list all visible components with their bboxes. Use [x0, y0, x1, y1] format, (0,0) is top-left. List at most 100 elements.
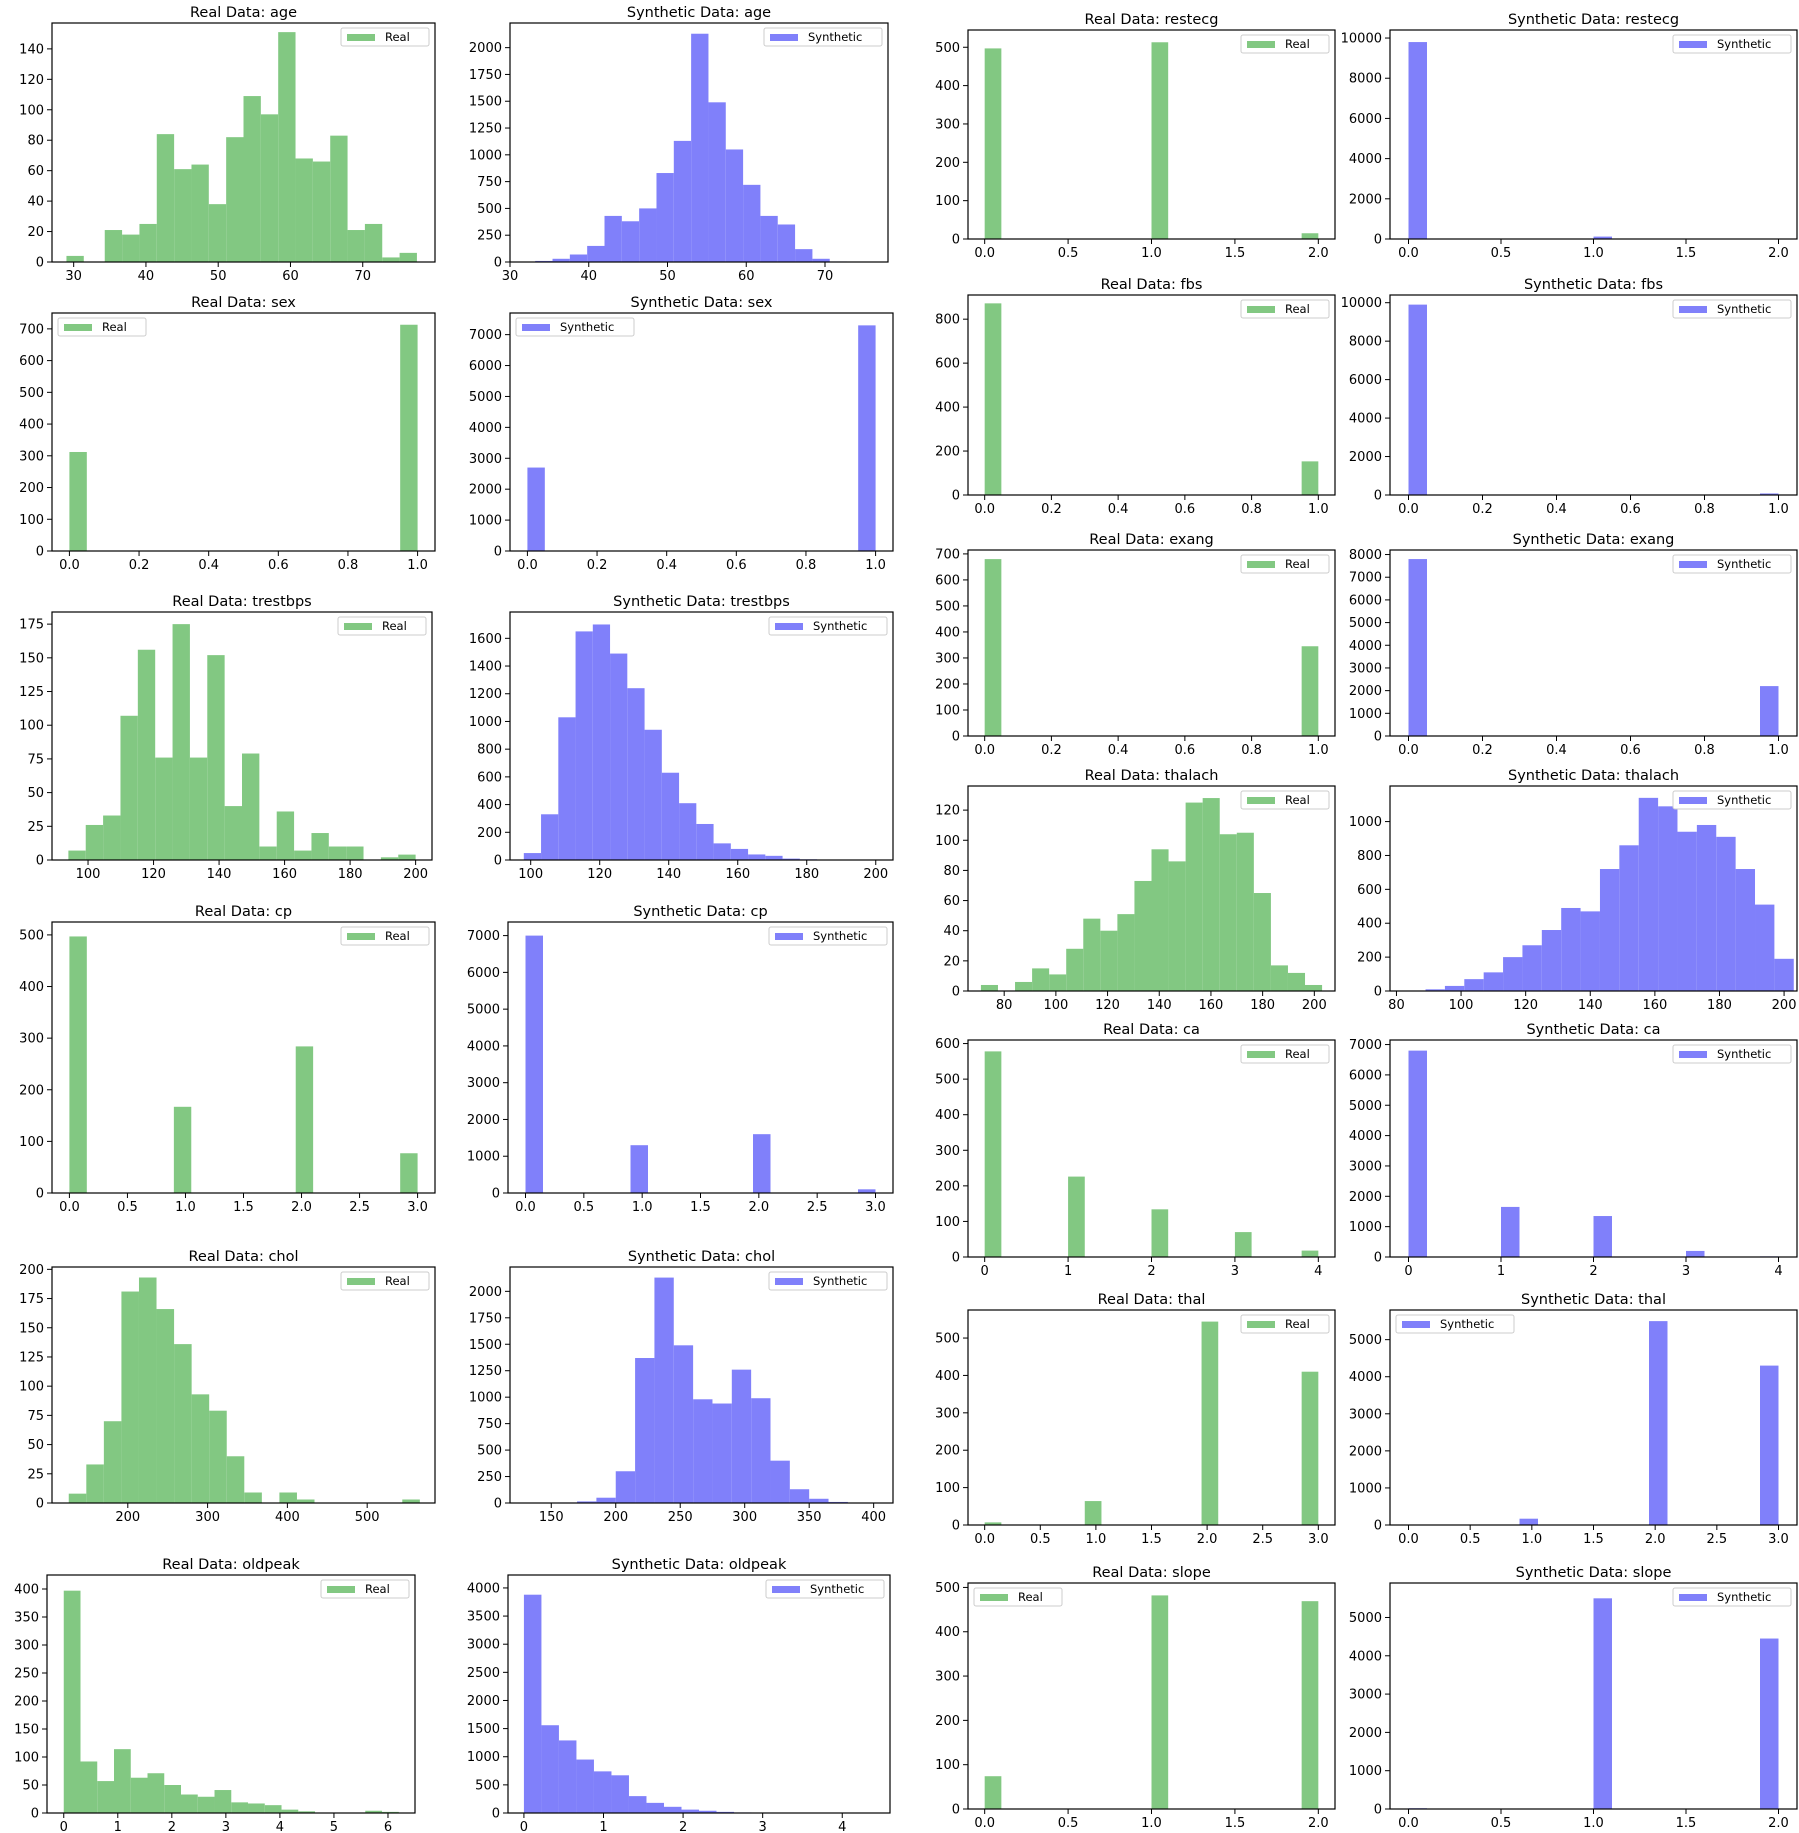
- legend-label: Synthetic: [810, 1582, 864, 1596]
- axes-frame: [1389, 785, 1798, 992]
- histogram-bar: [639, 208, 657, 262]
- y-tick-label: 3000: [1349, 661, 1382, 676]
- x-tick-label: 0.0: [974, 246, 995, 261]
- x-tick-label: 300: [732, 1510, 757, 1525]
- y-tick-label: 600: [935, 1037, 960, 1052]
- y-tick-label: 100: [935, 194, 960, 209]
- histogram-bar: [191, 164, 209, 262]
- chart-title: Real Data: trestbps: [172, 594, 311, 610]
- histogram-bar: [1408, 1050, 1427, 1257]
- x-tick-label: 1.0: [1141, 1816, 1162, 1831]
- histogram-bar: [402, 1499, 420, 1503]
- histogram-bar: [782, 858, 800, 860]
- chart-title: Synthetic Data: age: [627, 5, 771, 21]
- y-tick-label: 4000: [1349, 1129, 1382, 1144]
- legend-box: [768, 1271, 888, 1291]
- histogram-bar: [226, 137, 244, 262]
- y-tick-label: 7000: [469, 328, 502, 343]
- y-tick-label: 800: [935, 313, 960, 328]
- chart-title: Synthetic Data: cp: [633, 904, 767, 920]
- x-tick-label: 30: [65, 269, 82, 284]
- legend-box: [1240, 1044, 1330, 1064]
- axes-frame: [51, 1266, 436, 1504]
- y-tick-label: 200: [935, 445, 960, 460]
- y-tick-label: 500: [935, 1332, 960, 1347]
- histogram-bar: [68, 850, 86, 860]
- histogram-bar: [103, 815, 121, 860]
- histogram-bar: [644, 729, 662, 860]
- histogram-bar: [596, 1497, 616, 1503]
- histogram-bar: [593, 1771, 612, 1813]
- histogram-bar: [259, 846, 277, 860]
- x-tick-label: 1.5: [690, 1200, 711, 1215]
- histogram-bar: [1735, 869, 1756, 991]
- x-tick-label: 60: [282, 269, 299, 284]
- chart-title: Synthetic Data: thal: [1521, 1292, 1666, 1308]
- histogram-bar: [611, 1775, 629, 1813]
- chart-title: Synthetic Data: exang: [1513, 532, 1675, 548]
- legend-label: Real: [1285, 1047, 1310, 1061]
- histogram-bar: [523, 853, 542, 860]
- y-tick-label: 400: [935, 625, 960, 640]
- x-tick-label: 2.0: [291, 1200, 312, 1215]
- x-tick-label: 160: [1642, 998, 1667, 1013]
- histogram-bar: [751, 1398, 771, 1503]
- y-tick-label: 1000: [467, 1150, 500, 1165]
- histogram-bar: [858, 325, 876, 551]
- y-tick-label: 500: [19, 928, 44, 943]
- legend-label: Synthetic: [560, 320, 614, 334]
- x-tick-label: 120: [1095, 998, 1120, 1013]
- chart-title: Real Data: thal: [1098, 1292, 1206, 1308]
- x-tick-label: 200: [1302, 998, 1327, 1013]
- x-tick-label: 0.5: [1460, 1532, 1481, 1547]
- x-tick-label: 0.5: [1030, 1532, 1051, 1547]
- legend-swatch: [1247, 797, 1275, 804]
- x-tick-label: 0.0: [1398, 1816, 1419, 1831]
- chart-panel-synthetic-data-slope: 0.0 0.5 1.0 1.5 2.0 0 1000 2000 3000 4000 5000 Synt…: [1349, 1565, 1798, 1831]
- histogram-bar: [296, 1499, 315, 1503]
- legend-box: [973, 1587, 1063, 1607]
- histogram-bar: [1049, 974, 1067, 991]
- histogram-bar: [172, 624, 190, 860]
- x-tick-label: 200: [403, 867, 428, 882]
- y-tick-label: 6000: [1349, 373, 1382, 388]
- axes-frame: [46, 1574, 416, 1814]
- x-tick-label: 0.8: [338, 558, 359, 573]
- histogram-bar: [147, 1773, 165, 1813]
- y-tick-label: 800: [1357, 849, 1382, 864]
- chart-title: Real Data: restecg: [1085, 12, 1219, 28]
- x-tick-label: 70: [817, 269, 834, 284]
- histogram-bar: [365, 1810, 383, 1813]
- chart-title: Synthetic Data: slope: [1516, 1565, 1672, 1581]
- y-tick-label: 50: [27, 1438, 44, 1453]
- chart-title: Synthetic Data: chol: [628, 1249, 775, 1265]
- axes-frame: [1389, 1309, 1798, 1526]
- histogram-bar: [693, 1399, 713, 1503]
- y-tick-label: 200: [19, 1263, 44, 1278]
- chart-title: Synthetic Data: ca: [1526, 1022, 1660, 1038]
- y-tick-label: 0: [31, 1807, 39, 1822]
- chart-panel-real-data-sex: 0.0 0.2 0.4 0.6 0.8 1.0 0 100 200 300 400 500 600 700…: [19, 295, 436, 573]
- legend-swatch: [347, 933, 375, 940]
- legend-box: [1240, 554, 1330, 574]
- legend-label: Real: [1285, 1317, 1310, 1331]
- axes-frame: [507, 921, 894, 1194]
- x-tick-label: 0.2: [1041, 502, 1062, 517]
- histogram-bar: [858, 1189, 876, 1193]
- y-tick-label: 0: [952, 1803, 960, 1818]
- x-tick-label: 180: [338, 867, 363, 882]
- y-tick-label: 3000: [469, 452, 502, 467]
- x-tick-label: 2.0: [1768, 1816, 1789, 1831]
- y-tick-label: 1000: [1349, 815, 1382, 830]
- legend-box: [57, 317, 147, 337]
- y-tick-label: 1750: [469, 68, 502, 83]
- y-tick-label: 700: [935, 547, 960, 562]
- y-tick-label: 60: [943, 894, 960, 909]
- histogram-bar: [121, 1291, 139, 1503]
- x-tick-label: 0.0: [59, 1200, 80, 1215]
- x-tick-label: 2.5: [349, 1200, 370, 1215]
- y-tick-label: 4000: [1349, 639, 1382, 654]
- y-tick-label: 20: [27, 225, 44, 240]
- x-tick-label: 0.6: [1175, 502, 1196, 517]
